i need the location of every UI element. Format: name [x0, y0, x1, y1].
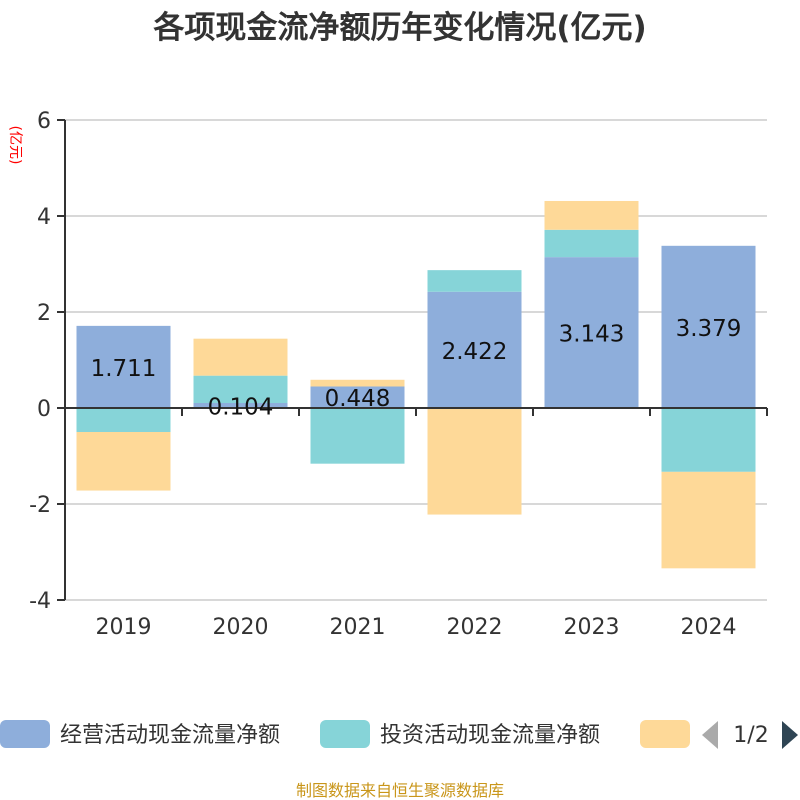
y-axis-label: (亿元) [7, 126, 23, 165]
data-label: 0.448 [325, 386, 391, 412]
chart-title: 各项现金流净额历年变化情况(亿元) [152, 10, 646, 46]
bar-2023-series-2 [544, 229, 639, 258]
bar-2023-series-1 [544, 257, 639, 408]
y-tick-label: 6 [37, 109, 51, 134]
source-note: 制图数据来自恒生聚源数据库 [296, 781, 504, 800]
y-tick-label: 4 [37, 205, 51, 230]
x-tick-label: 2024 [681, 615, 737, 640]
x-tick-label: 2020 [213, 615, 269, 640]
data-label: 3.379 [676, 316, 742, 342]
legend-swatch-2 [320, 720, 370, 748]
bar-2019-series-2 [76, 408, 171, 432]
legend-next-page-icon[interactable] [782, 721, 798, 749]
bar-2022-series-2 [427, 270, 522, 292]
legend-swatch-3 [640, 720, 690, 748]
x-tick-label: 2019 [96, 615, 152, 640]
bar-2021-series-2 [310, 408, 405, 464]
data-label: 3.143 [559, 322, 625, 348]
x-tick-label: 2021 [330, 615, 386, 640]
y-tick-label: -2 [29, 493, 51, 518]
legend-page-indicator: 1/2 [733, 723, 768, 748]
bar-2020-series-1 [193, 403, 288, 408]
data-label: 2.422 [442, 339, 508, 365]
y-tick-label: -4 [29, 589, 51, 614]
legend-swatch-1 [0, 720, 50, 748]
y-tick-label: 2 [37, 301, 51, 326]
data-label: 0.104 [208, 395, 274, 421]
legend-label-1: 经营活动现金流量净额 [60, 723, 280, 748]
y-tick-label: 0 [37, 397, 51, 422]
bar-2019-series-3 [76, 432, 171, 491]
bar-2019-series-1 [76, 325, 171, 408]
bar-2021-series-1 [310, 386, 405, 408]
bar-2020-series-2 [193, 375, 288, 404]
legend-label-2: 投资活动现金流量净额 [380, 723, 600, 748]
bar-2020-series-3 [193, 338, 288, 376]
bar-2024-series-2 [661, 408, 756, 472]
bar-2021-series-3 [310, 379, 405, 387]
bar-2024-series-3 [661, 471, 756, 569]
bar-2024-series-1 [661, 245, 756, 408]
x-tick-label: 2022 [447, 615, 503, 640]
data-label: 1.711 [91, 356, 157, 382]
bar-2022-series-3 [427, 408, 522, 515]
bar-2022-series-1 [427, 291, 522, 408]
x-tick-label: 2023 [564, 615, 620, 640]
bar-2023-series-3 [544, 200, 639, 230]
legend-prev-page-icon[interactable] [702, 721, 718, 749]
